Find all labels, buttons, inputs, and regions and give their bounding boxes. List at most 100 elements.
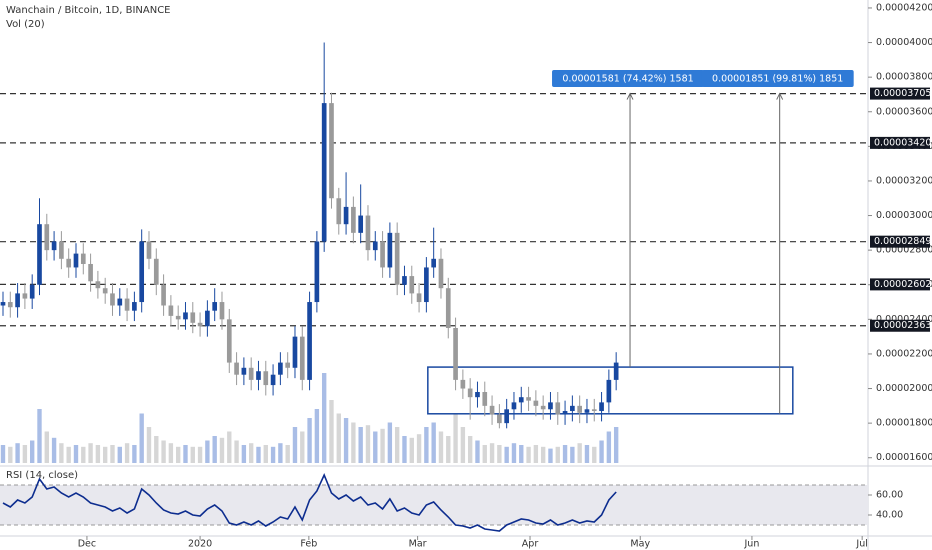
- y-tick-label: 0.00002800: [876, 245, 932, 256]
- candle-body: [416, 293, 422, 303]
- volume-bar: [329, 400, 334, 463]
- volume-bar: [234, 440, 239, 463]
- candle-body: [584, 409, 590, 413]
- candle-body: [168, 305, 174, 316]
- volume-bar: [263, 445, 268, 463]
- volume-bar: [387, 422, 393, 463]
- y-tick-label: 0.00002200: [876, 348, 932, 359]
- volume-bar: [365, 425, 371, 463]
- candle-body: [161, 284, 166, 306]
- volume-bar: [219, 437, 225, 463]
- candle-body: [343, 206, 349, 225]
- volume-bar: [358, 427, 363, 463]
- volume-bar: [300, 431, 305, 463]
- volume-bar: [139, 413, 144, 463]
- candle-body: [591, 409, 597, 412]
- candle-body: [44, 224, 50, 251]
- volume-bar: [592, 446, 597, 463]
- candle-body: [73, 253, 79, 268]
- candle-body: [88, 263, 93, 282]
- rsi-label: RSI (14, close): [6, 470, 78, 481]
- volume-bar: [438, 431, 444, 463]
- volume-bar: [168, 443, 174, 463]
- candle-body: [387, 232, 393, 268]
- volume-bar: [497, 445, 502, 463]
- candle-body: [467, 388, 473, 398]
- candle-body: [606, 379, 612, 403]
- arrow-head: [776, 92, 784, 100]
- measure-label-box: [552, 70, 705, 87]
- candle-body: [453, 327, 458, 380]
- measure-label: 0.00001581 (74.42%) 1581: [562, 74, 693, 85]
- volume-bar: [446, 436, 451, 463]
- candle-body: [299, 336, 305, 380]
- volume-bar: [205, 440, 210, 463]
- candle-body: [336, 198, 342, 225]
- candle-body: [555, 402, 561, 415]
- volume-bar: [562, 445, 568, 463]
- volume-bar: [66, 446, 71, 463]
- candle-body: [307, 302, 312, 380]
- candle-body: [365, 215, 371, 251]
- candle-body: [577, 405, 583, 413]
- candle-body: [102, 288, 108, 294]
- volume-bar: [394, 427, 400, 463]
- candle-body: [248, 367, 254, 380]
- chart-title: Wanchain / Bitcoin, 1D, BINANCE: [6, 5, 171, 16]
- volume-bar: [402, 436, 407, 463]
- y-tick-label: 0.00003200: [876, 175, 932, 186]
- volume-bar: [183, 445, 188, 463]
- volume-bar: [460, 427, 466, 463]
- volume-bar: [292, 427, 298, 463]
- volume-bar: [124, 443, 130, 463]
- volume-bar: [278, 443, 283, 463]
- rsi-line: [2, 472, 617, 532]
- candle-body: [431, 258, 437, 268]
- candle-body: [124, 298, 130, 311]
- candle-body: [409, 276, 415, 294]
- candle-body: [475, 391, 480, 398]
- candle-body: [482, 391, 488, 406]
- volume-bar: [175, 446, 181, 463]
- volume-bar: [373, 431, 378, 463]
- x-tick-label: May: [630, 539, 650, 550]
- candle-body: [351, 206, 356, 233]
- candle-body: [533, 400, 539, 406]
- volume-bar: [584, 445, 590, 463]
- volume-bar: [533, 445, 539, 463]
- volume-bar: [343, 418, 349, 463]
- volume-bar: [117, 446, 122, 463]
- candle-body: [219, 302, 225, 320]
- candle-body: [7, 302, 13, 308]
- volume-bar: [102, 446, 108, 463]
- volume-bar: [190, 446, 195, 463]
- measure-label: 0.00001851 (99.81%) 1851: [712, 74, 843, 85]
- volume-bar: [197, 446, 203, 463]
- candle-body: [424, 267, 429, 303]
- x-tick-label: 2020: [188, 539, 212, 550]
- level-label-box: [870, 136, 930, 149]
- candle-body: [599, 402, 604, 412]
- candle-body: [226, 319, 232, 363]
- candle-body: [540, 405, 546, 410]
- level-label-box: [870, 319, 930, 332]
- volume-bar: [351, 422, 356, 463]
- x-tick-label: Feb: [300, 539, 317, 550]
- candle-body: [197, 322, 203, 327]
- candle-body: [511, 402, 517, 410]
- candle-body: [570, 405, 575, 412]
- volume-bar: [161, 440, 166, 463]
- volume-bar: [95, 445, 101, 463]
- volume-bar: [285, 445, 290, 463]
- measure-label-box: [701, 70, 854, 87]
- candle-body: [278, 362, 283, 375]
- volume-bar: [81, 446, 86, 463]
- x-tick-label: Jul: [855, 539, 867, 550]
- range-box: [427, 366, 794, 415]
- volume-bar: [256, 446, 261, 463]
- volume-bar: [73, 445, 79, 463]
- volume-bar: [59, 443, 64, 463]
- candle-body: [270, 374, 276, 386]
- candle-body: [132, 302, 137, 311]
- y-tick-label: 0.00001800: [876, 418, 932, 429]
